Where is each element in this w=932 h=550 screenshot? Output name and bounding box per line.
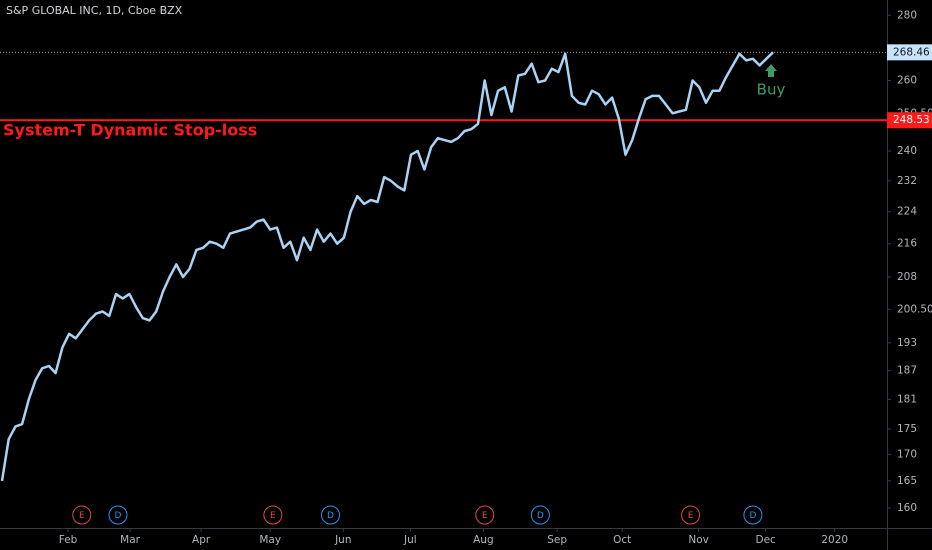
- x-tick-label: Jul: [403, 534, 417, 546]
- y-tick-label: 187: [897, 365, 917, 377]
- event-marker: [72, 505, 92, 525]
- x-tick-label: Oct: [613, 534, 631, 546]
- event-marker: [321, 505, 341, 525]
- last-price-label: 268.46: [893, 46, 930, 58]
- buy-label: Buy: [757, 81, 786, 99]
- event-marker: [108, 505, 128, 525]
- y-tick-label: 232: [897, 175, 917, 187]
- y-tick-label: 240: [897, 145, 917, 157]
- x-tick-label: 2020: [821, 534, 848, 546]
- event-marker: [743, 505, 763, 525]
- event-label: E: [270, 511, 276, 521]
- event-label: E: [688, 511, 694, 521]
- y-tick-label: 280: [897, 9, 917, 21]
- event-label: E: [79, 511, 85, 521]
- y-tick-label: 181: [897, 393, 917, 405]
- event-label: D: [327, 511, 334, 521]
- y-tick-label: 208: [897, 271, 917, 283]
- y-tick-label: 165: [897, 475, 917, 487]
- event-label: D: [115, 511, 122, 521]
- x-tick-label: Apr: [192, 534, 211, 546]
- x-tick-label: Jun: [334, 534, 351, 546]
- event-marker: [475, 505, 495, 525]
- y-tick-label: 200.50: [897, 303, 932, 315]
- stop-loss-box: [887, 112, 932, 129]
- event-marker: [530, 505, 550, 525]
- event-label: D: [537, 511, 544, 521]
- event-label: D: [749, 511, 756, 521]
- y-tick-label: 170: [897, 449, 917, 461]
- y-tick-label: 160: [897, 502, 917, 514]
- y-tick-label: 175: [897, 423, 917, 435]
- y-tick-label: 260: [897, 75, 917, 87]
- x-tick-label: Aug: [473, 534, 494, 546]
- event-marker: [681, 505, 701, 525]
- x-tick-label: Sep: [547, 534, 567, 546]
- y-tick-label: 193: [897, 337, 917, 349]
- x-tick-label: Feb: [59, 534, 78, 546]
- buy-arrow: [765, 64, 778, 77]
- y-tick-label: 224: [897, 206, 917, 218]
- y-tick-label: 216: [897, 238, 917, 250]
- x-tick-label: Nov: [688, 534, 709, 546]
- stop-loss-text: System-T Dynamic Stop-loss: [3, 121, 257, 140]
- stop-loss-label: 248.53: [893, 114, 930, 126]
- last-price-box: [887, 44, 932, 61]
- x-tick-label: Dec: [755, 534, 776, 546]
- event-marker: [263, 505, 283, 525]
- chart-title: S&P GLOBAL INC, 1D, Cboe BZX: [6, 4, 183, 17]
- x-tick-label: Mar: [120, 534, 140, 546]
- price-line: [0, 51, 774, 482]
- event-label: E: [482, 511, 488, 521]
- x-tick-label: May: [259, 534, 281, 546]
